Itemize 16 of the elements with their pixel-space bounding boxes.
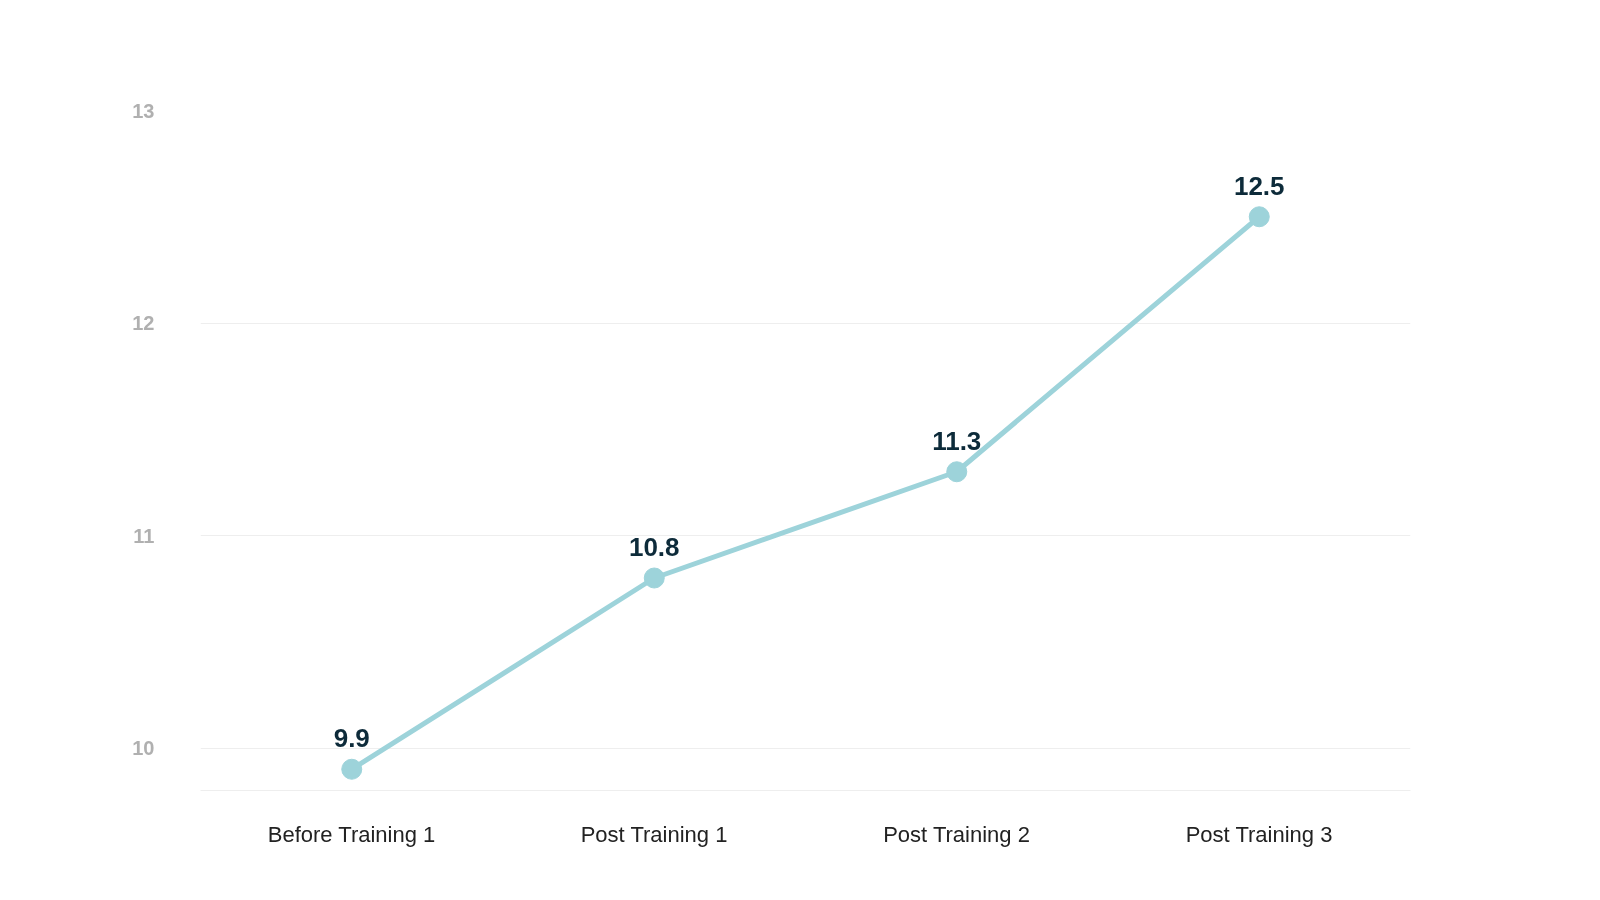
point bbox=[946, 461, 968, 483]
point bbox=[643, 567, 665, 589]
x-tick-label: Post Training 3 bbox=[1185, 821, 1333, 847]
point bbox=[341, 758, 363, 780]
y-tick-label: 13 bbox=[132, 99, 155, 122]
y-tick-label: 10 bbox=[132, 737, 155, 759]
data-label: 9.9 bbox=[333, 723, 370, 754]
data-label: 12.5 bbox=[1233, 170, 1285, 201]
y-tick-label: 12 bbox=[132, 312, 155, 334]
data-label: 10.8 bbox=[628, 532, 680, 562]
x-tick-label: Before Training 1 bbox=[267, 821, 436, 847]
x-tick-label: Post Training 1 bbox=[580, 821, 728, 847]
point bbox=[1248, 206, 1270, 228]
x-tick-label: Post Training 2 bbox=[883, 821, 1030, 847]
y-tick-label: 11 bbox=[133, 524, 155, 547]
data-label: 11.3 bbox=[932, 425, 982, 456]
